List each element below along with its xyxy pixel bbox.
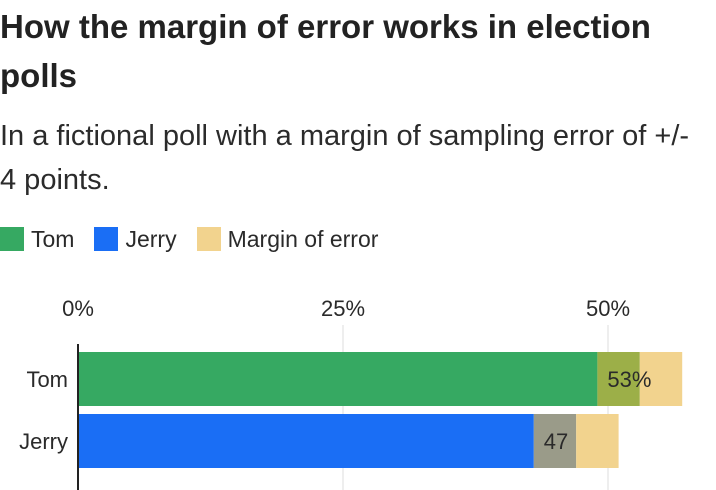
bar-tom-margin — [639, 352, 683, 406]
x-tick-label: 50% — [586, 296, 630, 321]
x-tick-label: 25% — [321, 296, 365, 321]
bar-chart: 0% 25% 50% Tom 53% Jerry 47 — [19, 296, 683, 490]
bar-tom — [78, 352, 598, 406]
data-label: 53% — [607, 367, 651, 392]
bar-jerry-margin-overlap — [533, 414, 577, 468]
chart-title: How the margin of error works in electio… — [0, 8, 651, 94]
legend-item-tom: Tom — [0, 226, 74, 253]
category-label: Tom — [26, 367, 68, 392]
bar-jerry-margin — [576, 414, 619, 468]
legend-swatch-margin-of-error — [196, 227, 221, 251]
legend-label-margin-of-error: Margin of error — [227, 225, 379, 252]
legend-item-jerry: Jerry — [94, 225, 177, 253]
x-tick-label: 0% — [62, 296, 94, 321]
legend-item-margin-of-error: Margin of error — [196, 225, 379, 253]
category-label: Jerry — [19, 429, 68, 454]
data-label: 47 — [544, 429, 568, 454]
legend: Tom Jerry Margin of error — [0, 224, 398, 254]
legend-label-jerry: Jerry — [125, 225, 177, 252]
legend-swatch-tom — [0, 227, 24, 251]
chart-subtitle: In a fictional poll with a margin of sam… — [0, 120, 690, 196]
legend-swatch-jerry — [94, 227, 119, 251]
bar-jerry — [78, 414, 534, 468]
bar-tom-margin-overlap — [597, 352, 640, 406]
legend-label-tom: Tom — [31, 225, 75, 252]
